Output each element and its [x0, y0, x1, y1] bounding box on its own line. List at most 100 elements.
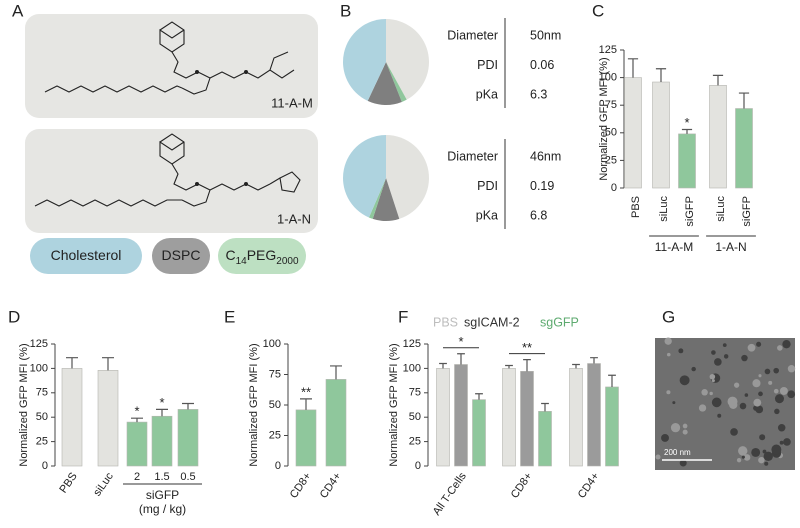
x-tick-label: siGFP: [684, 196, 696, 227]
particle: [764, 368, 771, 375]
group-label: siGFP: [146, 488, 179, 502]
y-axis-label: Normalized GFP MFI (%): [248, 343, 260, 466]
y-tick-label: 125: [30, 338, 48, 350]
pie-slice: [343, 19, 386, 101]
property-name: pKa: [476, 208, 498, 222]
y-tick-label: 50: [409, 411, 421, 423]
x-tick-label: PBS: [57, 471, 79, 496]
y-tick-label: 25: [605, 154, 617, 166]
property-name: PDI: [477, 179, 498, 193]
component-label-part: C: [225, 247, 235, 263]
particle: [709, 373, 716, 380]
bar: [538, 411, 552, 467]
particle: [756, 341, 762, 347]
particle: [670, 423, 681, 433]
scale-bar-label: 200 nm: [664, 448, 691, 457]
bar: [652, 81, 670, 189]
bar: [97, 370, 119, 467]
particle: [723, 354, 729, 359]
bar: [520, 371, 534, 467]
particle: [736, 457, 742, 463]
particle: [751, 447, 761, 457]
significance: **: [522, 340, 532, 355]
panel-label: C: [592, 1, 604, 20]
y-tick-label: 0: [275, 460, 281, 472]
property-value: 50nm: [530, 28, 561, 42]
bar: [295, 409, 317, 467]
particle: [741, 455, 745, 459]
panel-label: A: [12, 1, 24, 20]
particle: [711, 379, 715, 383]
particle: [743, 454, 751, 461]
property-name: Diameter: [447, 149, 498, 163]
error-bar: [712, 74, 724, 86]
bar: [151, 415, 173, 467]
error-bar: [681, 128, 693, 134]
particle: [678, 348, 684, 354]
component-label: DSPC: [162, 247, 201, 263]
particle: [698, 404, 707, 412]
y-tick-label: 25: [269, 429, 281, 441]
particle: [672, 401, 676, 405]
particle: [666, 390, 671, 395]
x-tick-label: siLuc: [658, 196, 670, 222]
compound-label: 11-A-M: [271, 95, 313, 110]
y-tick-label: 75: [36, 387, 48, 399]
bar: [569, 368, 583, 467]
bar: [436, 368, 450, 467]
particle: [744, 393, 749, 397]
component-label: C14PEG2000: [225, 247, 299, 267]
particle: [787, 390, 796, 399]
y-tick-label: 25: [409, 436, 421, 448]
particle: [762, 449, 767, 454]
micrograph-particles: [655, 337, 796, 467]
bar: [454, 364, 468, 467]
particle: [773, 367, 780, 374]
y-tick-label: 50: [605, 127, 617, 139]
particle: [777, 423, 786, 432]
error-bar: [541, 402, 549, 412]
bar: [605, 386, 619, 467]
error-bar: [627, 58, 639, 78]
x-tick-label: 2: [134, 471, 140, 483]
legend-entry: sgICAM-2: [464, 315, 520, 329]
particle: [774, 408, 780, 415]
particle: [682, 423, 688, 429]
x-tick-label: CD8+: [509, 471, 535, 501]
particle: [738, 446, 748, 456]
component-chip: [152, 238, 210, 274]
particle: [701, 389, 708, 396]
component-label: Cholesterol: [51, 247, 122, 263]
panel-label: B: [340, 1, 351, 20]
y-tick-label: 25: [36, 436, 48, 448]
component-label-part: DSPC: [162, 247, 201, 263]
particle: [709, 391, 713, 396]
property-name: pKa: [476, 87, 498, 101]
component-label-part: PEG: [247, 247, 277, 263]
pie-slice: [367, 62, 402, 105]
component-label-part: 14: [236, 256, 248, 267]
legend-entry: PBS: [433, 315, 458, 329]
pie-slice: [368, 178, 386, 219]
particle: [759, 434, 766, 441]
group-label: 1-A-N: [715, 240, 746, 254]
bar: [177, 409, 199, 467]
group-label: 11-A-M: [655, 240, 693, 254]
structure-11-a-m: [44, 21, 295, 95]
error-bar: [300, 398, 312, 410]
particle: [758, 456, 765, 464]
y-tick-label: 50: [269, 399, 281, 411]
y-tick-label: 100: [403, 362, 421, 374]
bar: [472, 399, 486, 467]
error-bar: [590, 357, 598, 364]
x-tick-label: PBS: [630, 196, 642, 218]
particle: [691, 366, 696, 372]
y-tick-label: 75: [409, 387, 421, 399]
error-bar: [182, 402, 194, 410]
error-bar: [102, 357, 114, 371]
y-axis-label: Normalized GFP MFI (%): [598, 57, 610, 180]
particle: [758, 374, 762, 378]
error-bar: [330, 365, 342, 380]
pie-slice: [343, 135, 386, 218]
significance: *: [159, 395, 164, 410]
